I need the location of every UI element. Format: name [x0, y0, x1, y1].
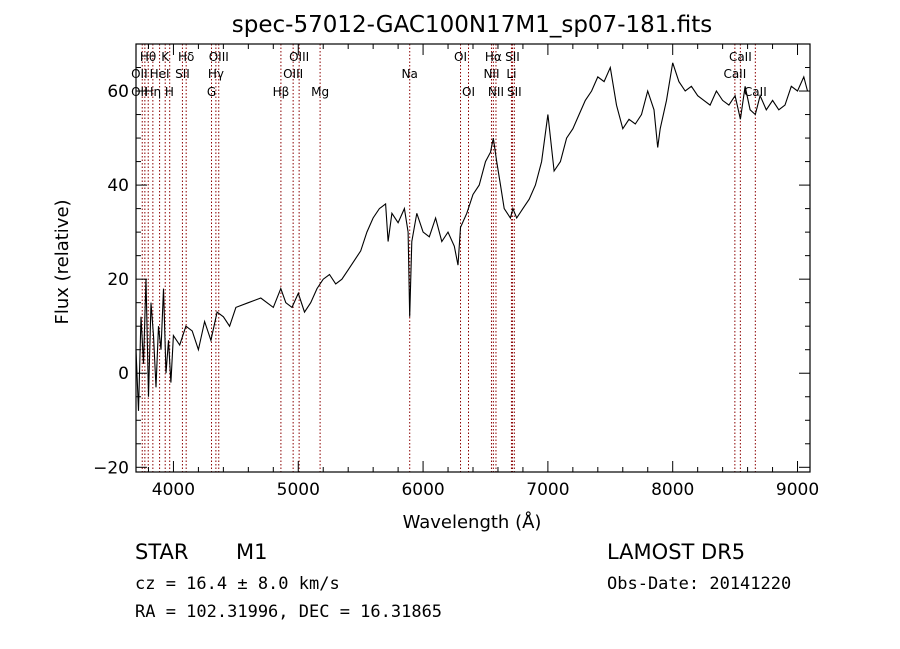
spectral-line-label: Hδ — [178, 50, 194, 64]
y-tick-label: 20 — [107, 270, 129, 290]
spectrum-series — [135, 62, 809, 411]
spectral-line-label: OII — [131, 85, 148, 99]
x-tick-label: 7000 — [526, 480, 569, 500]
spectral-line-label: OIII — [209, 50, 229, 64]
object-subclass: M1 — [236, 540, 268, 564]
spectral-line-label: SII — [175, 67, 190, 81]
spectral-line-label: SII — [505, 50, 520, 64]
spectral-line-label: CaII — [723, 67, 746, 81]
y-tick-label: 60 — [107, 82, 129, 102]
spectral-line-markers — [141, 44, 756, 472]
x-axis-label: Wavelength (Å) — [403, 511, 542, 533]
coordinates: RA = 102.31996, DEC = 16.31865 — [135, 602, 443, 622]
spectral-line-label: G — [207, 85, 216, 99]
spectral-line-label: OIII — [289, 50, 309, 64]
spectral-line-label: K — [161, 50, 170, 64]
spectral-line-label: SII — [507, 85, 522, 99]
spectral-line-label: NII — [483, 67, 499, 81]
spectral-line-label: NII — [488, 85, 504, 99]
x-tick-label: 6000 — [401, 480, 444, 500]
spectral-line-label: Hθ — [140, 50, 156, 64]
spectral-line-label: Hβ — [273, 85, 290, 99]
y-tick-label: 40 — [107, 176, 129, 196]
spectral-line-label: Hγ — [208, 67, 224, 81]
spectral-line-labels: Hθ OII OII K HeI Hη H Hδ SII OIII Hγ G Hβ OIII OIII Mg N… — [131, 50, 767, 99]
spectrum-line — [135, 62, 809, 411]
survey-label: LAMOST DR5 — [607, 540, 746, 564]
x-tick-label: 8000 — [651, 480, 694, 500]
x-tick-label: 4000 — [152, 480, 195, 500]
plot-axes: 4000 5000 6000 7000 8000 9000 −20 0 20 40 60 — [93, 43, 819, 500]
plot-frame — [135, 43, 811, 473]
spectral-line-label: H — [165, 85, 174, 99]
spectral-line-label: Li — [506, 67, 516, 81]
spectral-line-label: Hη — [145, 85, 162, 99]
y-tick-label: 0 — [118, 364, 129, 384]
spectral-line-label: OI — [462, 85, 475, 99]
spectral-line-label: OIII — [283, 67, 303, 81]
spectral-line-label: OII — [131, 67, 148, 81]
chart-title: spec-57012-GAC100N17M1_sp07-181.fits — [232, 12, 712, 38]
spectral-line-label: CaII — [744, 85, 767, 99]
y-tick-label: −20 — [93, 458, 129, 478]
x-tick-label: 5000 — [277, 480, 320, 500]
spectral-line-label: CaII — [729, 50, 752, 64]
spectral-line-label: HeI — [150, 67, 170, 81]
spectral-line-label: OI — [454, 50, 467, 64]
x-tick-label: 9000 — [776, 480, 819, 500]
obs-date: Obs-Date: 20141220 — [607, 574, 792, 594]
redshift-line: cz = 16.4 ± 8.0 km/s — [135, 574, 340, 594]
y-axis-label: Flux (relative) — [52, 199, 73, 324]
object-class: STAR — [135, 540, 189, 564]
spectral-line-label: Mg — [311, 85, 329, 99]
spectral-line-label: Na — [402, 67, 418, 81]
spectral-line-label: Hα — [485, 50, 502, 64]
